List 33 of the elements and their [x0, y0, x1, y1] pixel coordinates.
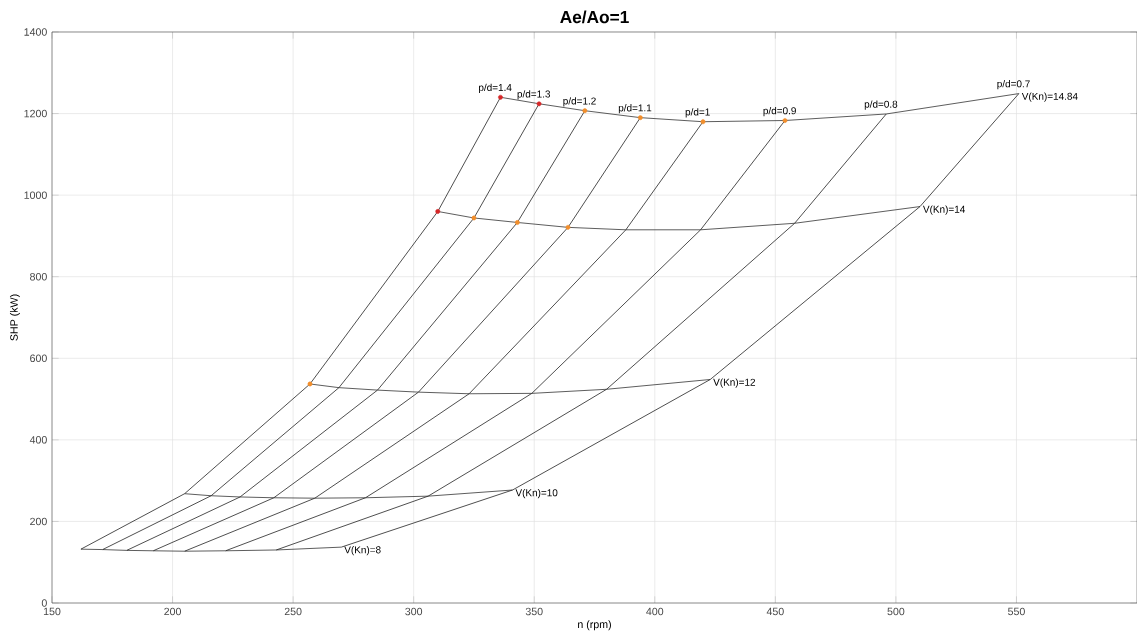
series-label: p/d=1.4: [479, 83, 512, 93]
x-tick-label: 300: [405, 607, 423, 616]
series-label: V(Kn)=10: [515, 488, 558, 499]
x-axis-title: n (rpm): [578, 620, 611, 631]
x-tick-label: 400: [646, 607, 664, 616]
series-label: p/d=1.1: [618, 104, 652, 114]
series-label: p/d=0.7: [997, 80, 1030, 90]
y-tick-label: 200: [30, 517, 47, 526]
y-axis-title: SHP (kW): [9, 294, 20, 341]
x-tick-label: 550: [1008, 607, 1025, 616]
y-tick-label: 0: [41, 599, 47, 607]
series-label: V(Kn)=12: [713, 378, 756, 388]
y-tick-label: 600: [30, 354, 47, 363]
y-tick-label: 1000: [24, 191, 47, 199]
x-tick-label: 500: [887, 607, 905, 616]
x-tick-label: 450: [766, 607, 784, 616]
series-label: V(Kn)=14: [922, 205, 966, 215]
series-label: p/d=0.8: [864, 100, 898, 110]
chart-title: Ae/Ao=1: [560, 10, 629, 24]
y-tick-label: 400: [29, 436, 47, 444]
x-tick-label: 350: [525, 607, 543, 616]
x-tick-label: 150: [43, 607, 61, 616]
y-tick-label: 800: [30, 272, 47, 281]
series-label: p/d=0.9: [763, 106, 796, 117]
series-label: p/d=1.3: [517, 90, 551, 100]
x-tick-label: 250: [284, 607, 302, 616]
y-tick-label: 1200: [24, 109, 47, 118]
series-label: p/d=1.2: [563, 97, 596, 107]
series-label: p/d=1: [685, 108, 710, 118]
x-tick-label: 200: [164, 607, 182, 616]
series-label: V(Kn)=14.84: [1021, 92, 1078, 102]
series-label: V(Kn)=8: [344, 546, 381, 556]
y-tick-label: 1400: [24, 28, 47, 36]
